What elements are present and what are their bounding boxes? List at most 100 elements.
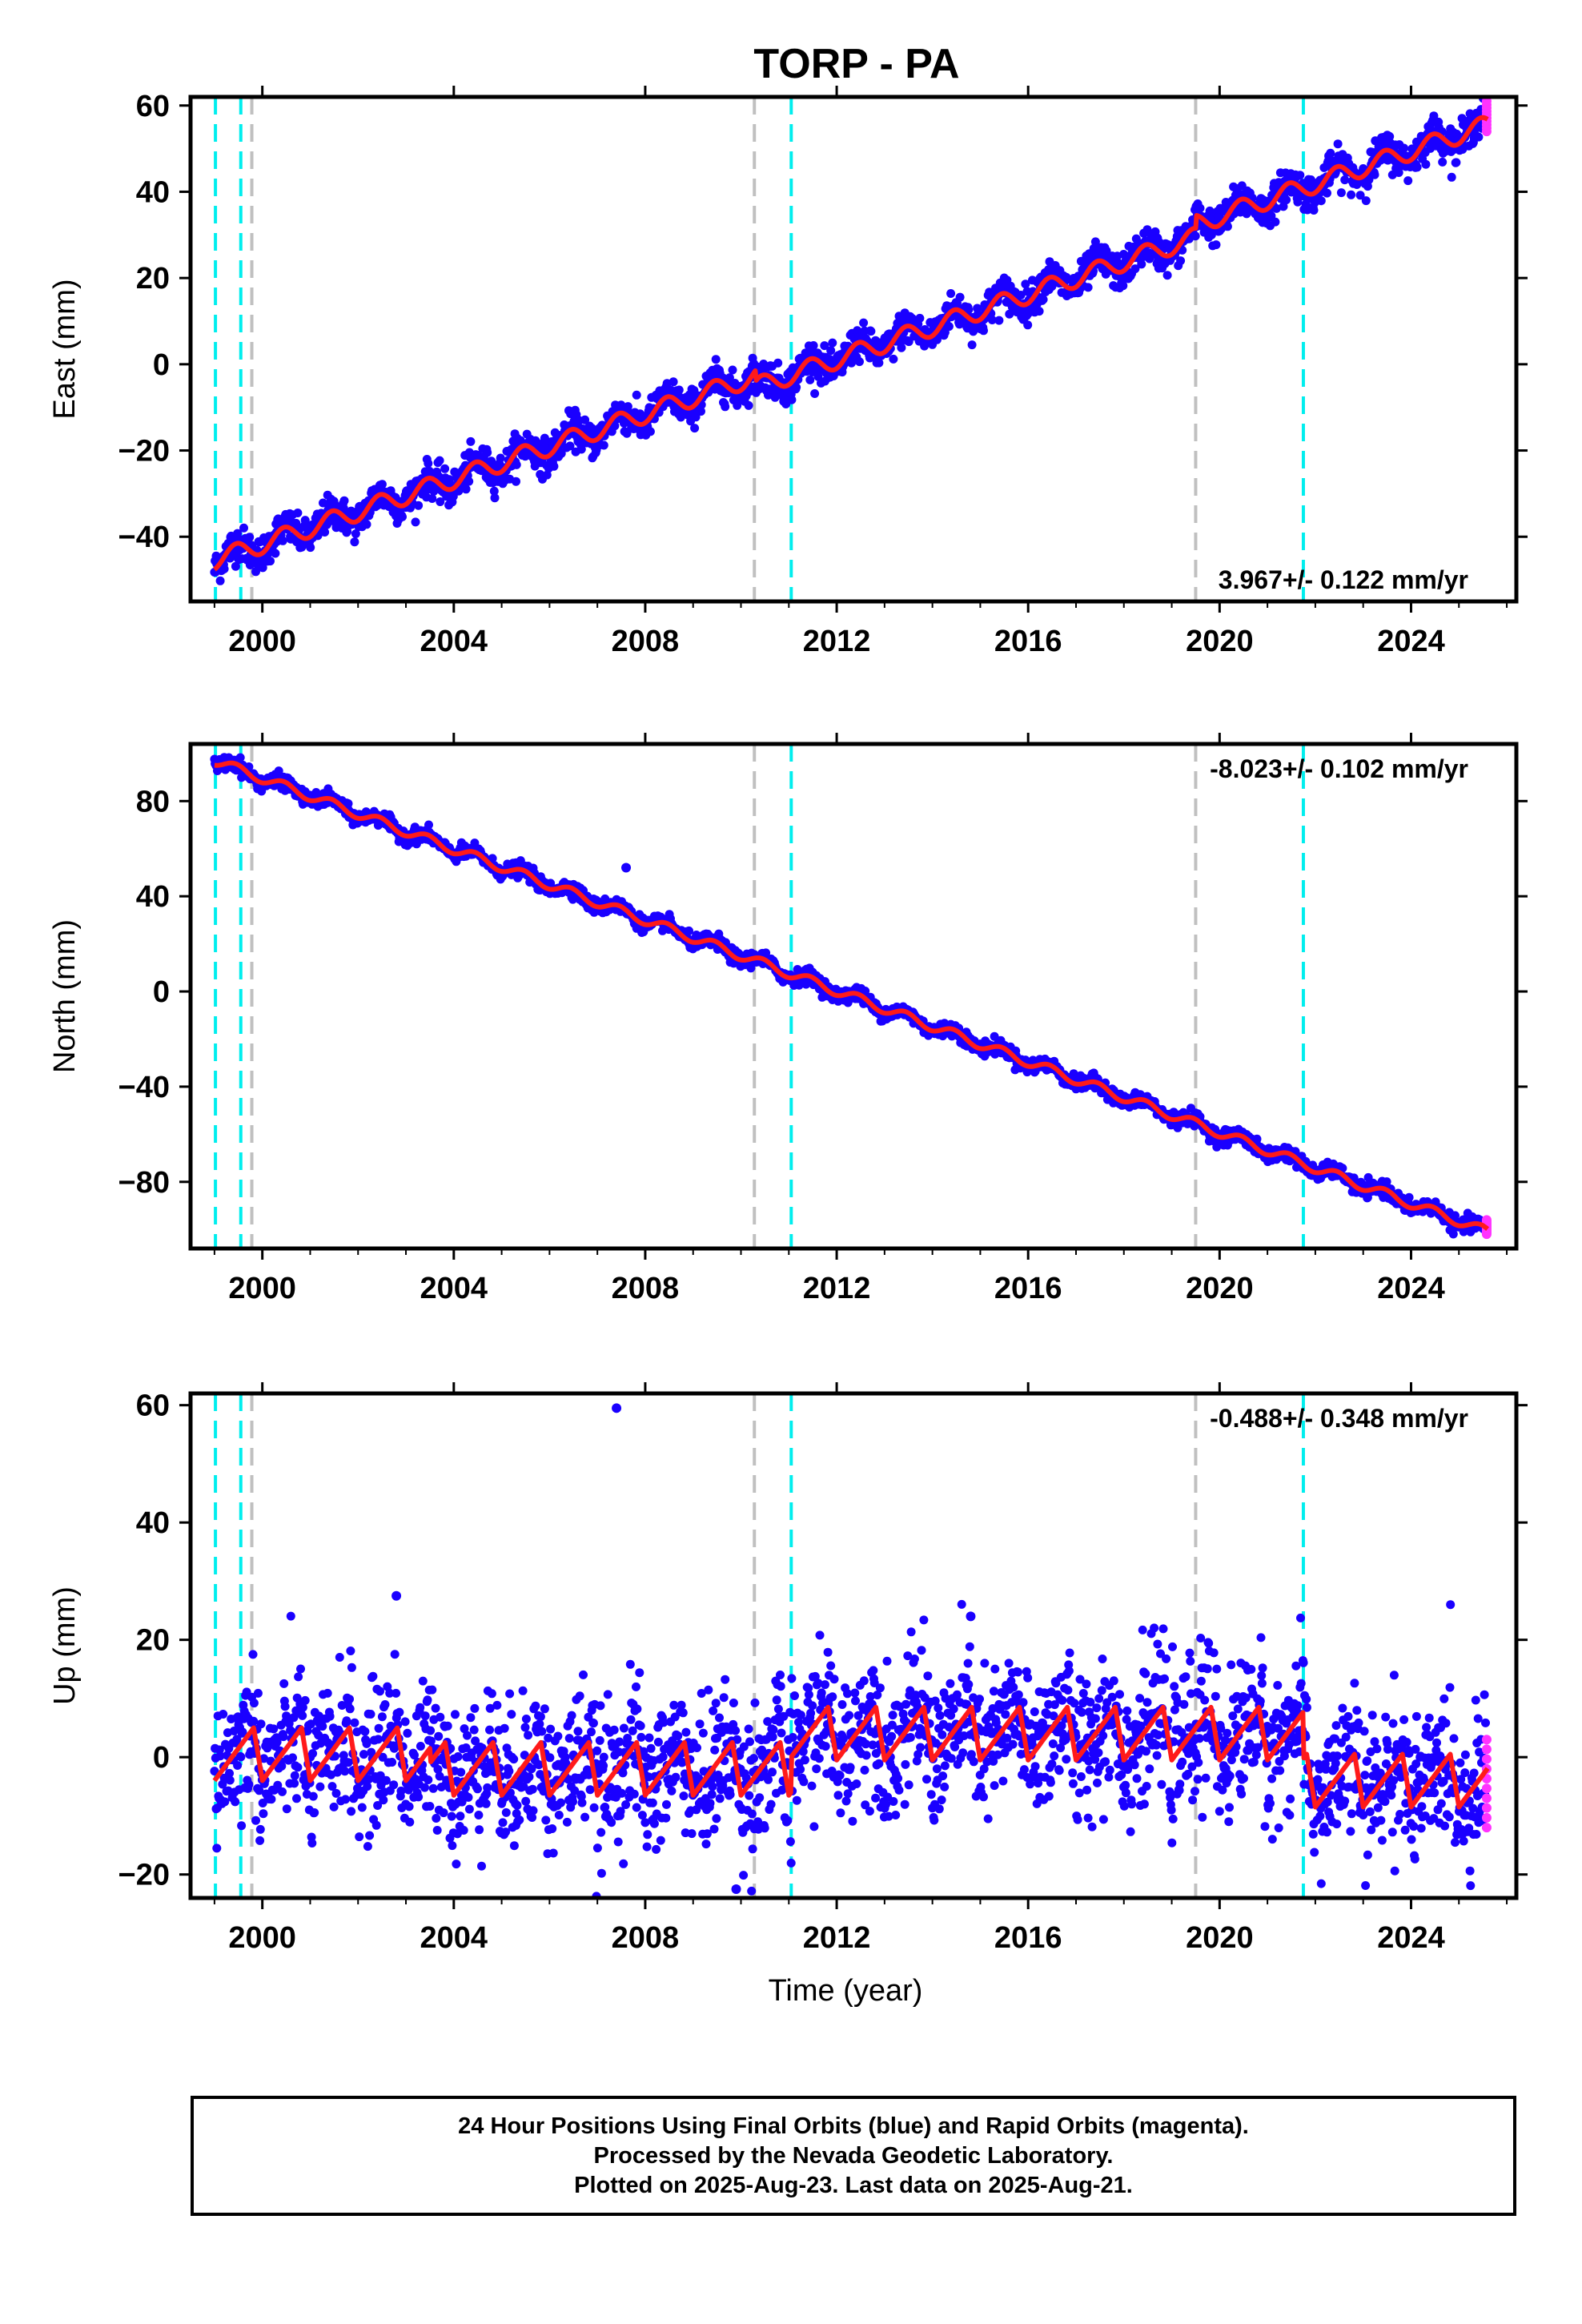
east-point [428, 494, 437, 503]
east-point [674, 385, 684, 395]
east-point [351, 529, 360, 538]
east-point [1118, 281, 1128, 291]
east-point [1293, 197, 1303, 207]
up-point [424, 1775, 433, 1784]
east-point [556, 448, 566, 458]
east-ytick-label: −40 [118, 521, 170, 554]
east-point [1102, 246, 1111, 255]
east-point [987, 316, 997, 324]
up-point [340, 1767, 350, 1776]
panels: 2000 2004 2008 2012 2016 2020 20246040200−20−4… [48, 86, 1528, 2008]
east-point [897, 343, 906, 352]
east-point [1207, 230, 1216, 239]
east-point [1326, 148, 1335, 158]
panel-north: 2000 2004 2008 2012 2016 2020 202480400−40−80N… [48, 733, 1528, 1305]
north-ylabel: North (mm) [48, 919, 82, 1073]
east-point [994, 316, 1004, 325]
up-point [325, 1711, 335, 1721]
east-xtick-label: 2000 [228, 625, 296, 658]
east-point [792, 383, 801, 392]
east-point [512, 476, 520, 486]
up-point [298, 1711, 307, 1720]
north-xtick-label: 2008 [612, 1272, 680, 1305]
up-point [405, 1817, 415, 1827]
east-point [721, 402, 730, 412]
east-point [866, 327, 876, 336]
east-xtick-label: 2008 [612, 625, 680, 658]
up-point [248, 1650, 258, 1659]
east-point [461, 485, 471, 494]
east-point [350, 537, 359, 547]
east-point [676, 412, 685, 422]
up-data-layer [210, 1393, 1492, 1898]
east-point [1005, 309, 1014, 319]
up-point [368, 1671, 378, 1681]
east-point [690, 424, 700, 433]
up-point [290, 1779, 299, 1788]
east-point [1403, 176, 1413, 186]
up-point [249, 1699, 259, 1708]
up-point [342, 1716, 351, 1726]
north-ytick-label: −80 [118, 1166, 170, 1200]
up-point [365, 1831, 375, 1840]
up-point [420, 1711, 430, 1721]
up-point [269, 1724, 279, 1734]
up-point [279, 1732, 288, 1742]
east-point [496, 453, 505, 463]
east-point [1137, 259, 1146, 269]
east-point [1361, 196, 1371, 206]
east-point [1355, 191, 1365, 200]
up-point [363, 1782, 372, 1791]
east-point [320, 528, 330, 537]
east-point [266, 557, 275, 566]
east-final-orbit-points [210, 97, 1490, 585]
east-point [669, 377, 678, 387]
north-rate-label: -8.023+/- 0.102 mm/yr [1210, 754, 1468, 783]
east-point [436, 497, 445, 506]
up-point [315, 1782, 325, 1791]
east-point [964, 305, 974, 315]
east-point [1452, 158, 1461, 167]
up-point [329, 1802, 339, 1811]
up-point [255, 1835, 265, 1845]
up-point [267, 1795, 276, 1804]
east-point [440, 464, 450, 473]
up-point [318, 1722, 327, 1731]
east-rate-label: 3.967+/- 0.122 mm/yr [1219, 565, 1468, 594]
east-point [1034, 307, 1044, 316]
east-point [805, 375, 815, 384]
up-point [323, 1688, 332, 1698]
up-point [220, 1797, 230, 1807]
up-point [231, 1797, 240, 1807]
panel-up: 2000 2004 2008 2012 2016 2020 20246040200−20Up… [48, 1382, 1528, 2008]
up-point [292, 1794, 301, 1803]
north-point [235, 753, 245, 762]
up-point [345, 1695, 354, 1704]
east-point [1399, 143, 1409, 153]
east-point [946, 289, 956, 298]
up-point [426, 1726, 436, 1735]
up-point [403, 1728, 412, 1738]
east-xtick-label: 2020 [1186, 625, 1254, 658]
east-xtick-label: 2016 [994, 625, 1062, 658]
north-outlier-point-0 [621, 862, 632, 873]
up-point [341, 1795, 350, 1804]
east-point [1162, 271, 1172, 280]
up-point [237, 1821, 247, 1831]
east-point [219, 564, 229, 573]
up-point [379, 1795, 388, 1805]
east-point [435, 456, 444, 465]
up-point [373, 1735, 383, 1744]
east-point [542, 470, 552, 480]
east-point [728, 365, 737, 375]
east-point [599, 440, 608, 450]
up-point [374, 1723, 383, 1733]
east-point [1295, 171, 1305, 180]
east-point [908, 314, 917, 324]
north-point [343, 799, 353, 808]
east-point [1282, 195, 1291, 205]
up-point [256, 1719, 266, 1729]
east-point [1429, 111, 1439, 121]
up-point [347, 1663, 356, 1672]
east-point [377, 480, 387, 489]
